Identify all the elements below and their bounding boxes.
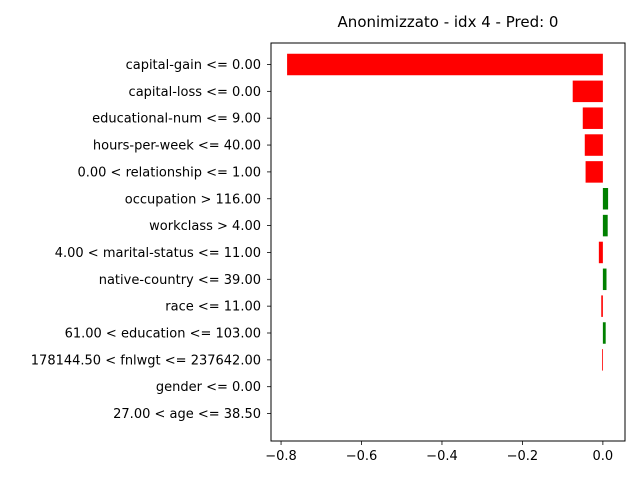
- y-tick-label: race <= 11.00: [165, 300, 261, 315]
- bar: [287, 53, 603, 76]
- y-tick-label: workclass > 4.00: [149, 219, 261, 234]
- x-tick-label: −0.2: [507, 449, 539, 464]
- y-tick-label: hours-per-week <= 40.00: [93, 139, 261, 154]
- y-tick-label: occupation > 116.00: [125, 192, 261, 207]
- y-tick-label: educational-num <= 9.00: [92, 112, 261, 127]
- bar: [602, 268, 607, 291]
- y-tick-label: capital-gain <= 0.00: [126, 58, 261, 73]
- y-tick-label: 61.00 < education <= 103.00: [65, 327, 261, 342]
- bar: [602, 188, 609, 210]
- plot-frame: [270, 42, 626, 442]
- y-tick-label: 4.00 < marital-status <= 11.00: [55, 246, 261, 261]
- x-tick-label: −0.6: [346, 449, 378, 464]
- x-tick-label: 0.0: [593, 449, 614, 464]
- bar: [585, 161, 603, 183]
- bar: [584, 134, 603, 156]
- x-tick-label: −0.4: [426, 449, 458, 464]
- bar: [602, 214, 608, 237]
- x-ticks: −0.8 −0.6 −0.4 −0.2 0.0: [265, 441, 613, 464]
- bar: [598, 241, 603, 264]
- y-tick-label: native-country <= 39.00: [99, 273, 261, 288]
- chart-title: Anonimizzato - idx 4 - Pred: 0: [338, 13, 559, 31]
- y-tick-label: capital-loss <= 0.00: [129, 85, 261, 100]
- bars-group: [287, 53, 609, 371]
- x-tick-label: −0.8: [265, 449, 297, 464]
- y-tick-labels: capital-gain <= 0.00 capital-loss <= 0.00…: [31, 58, 271, 422]
- bar: [582, 107, 603, 129]
- y-tick-label: 0.00 < relationship <= 1.00: [77, 165, 261, 180]
- bar: [602, 349, 603, 371]
- bar: [602, 322, 606, 344]
- bar: [572, 80, 603, 103]
- y-tick-label: gender <= 0.00: [156, 380, 261, 395]
- y-tick-label: 27.00 < age <= 38.50: [113, 407, 261, 422]
- bar: [601, 295, 603, 317]
- y-tick-label: 178144.50 < fnlwgt <= 237642.00: [31, 353, 261, 368]
